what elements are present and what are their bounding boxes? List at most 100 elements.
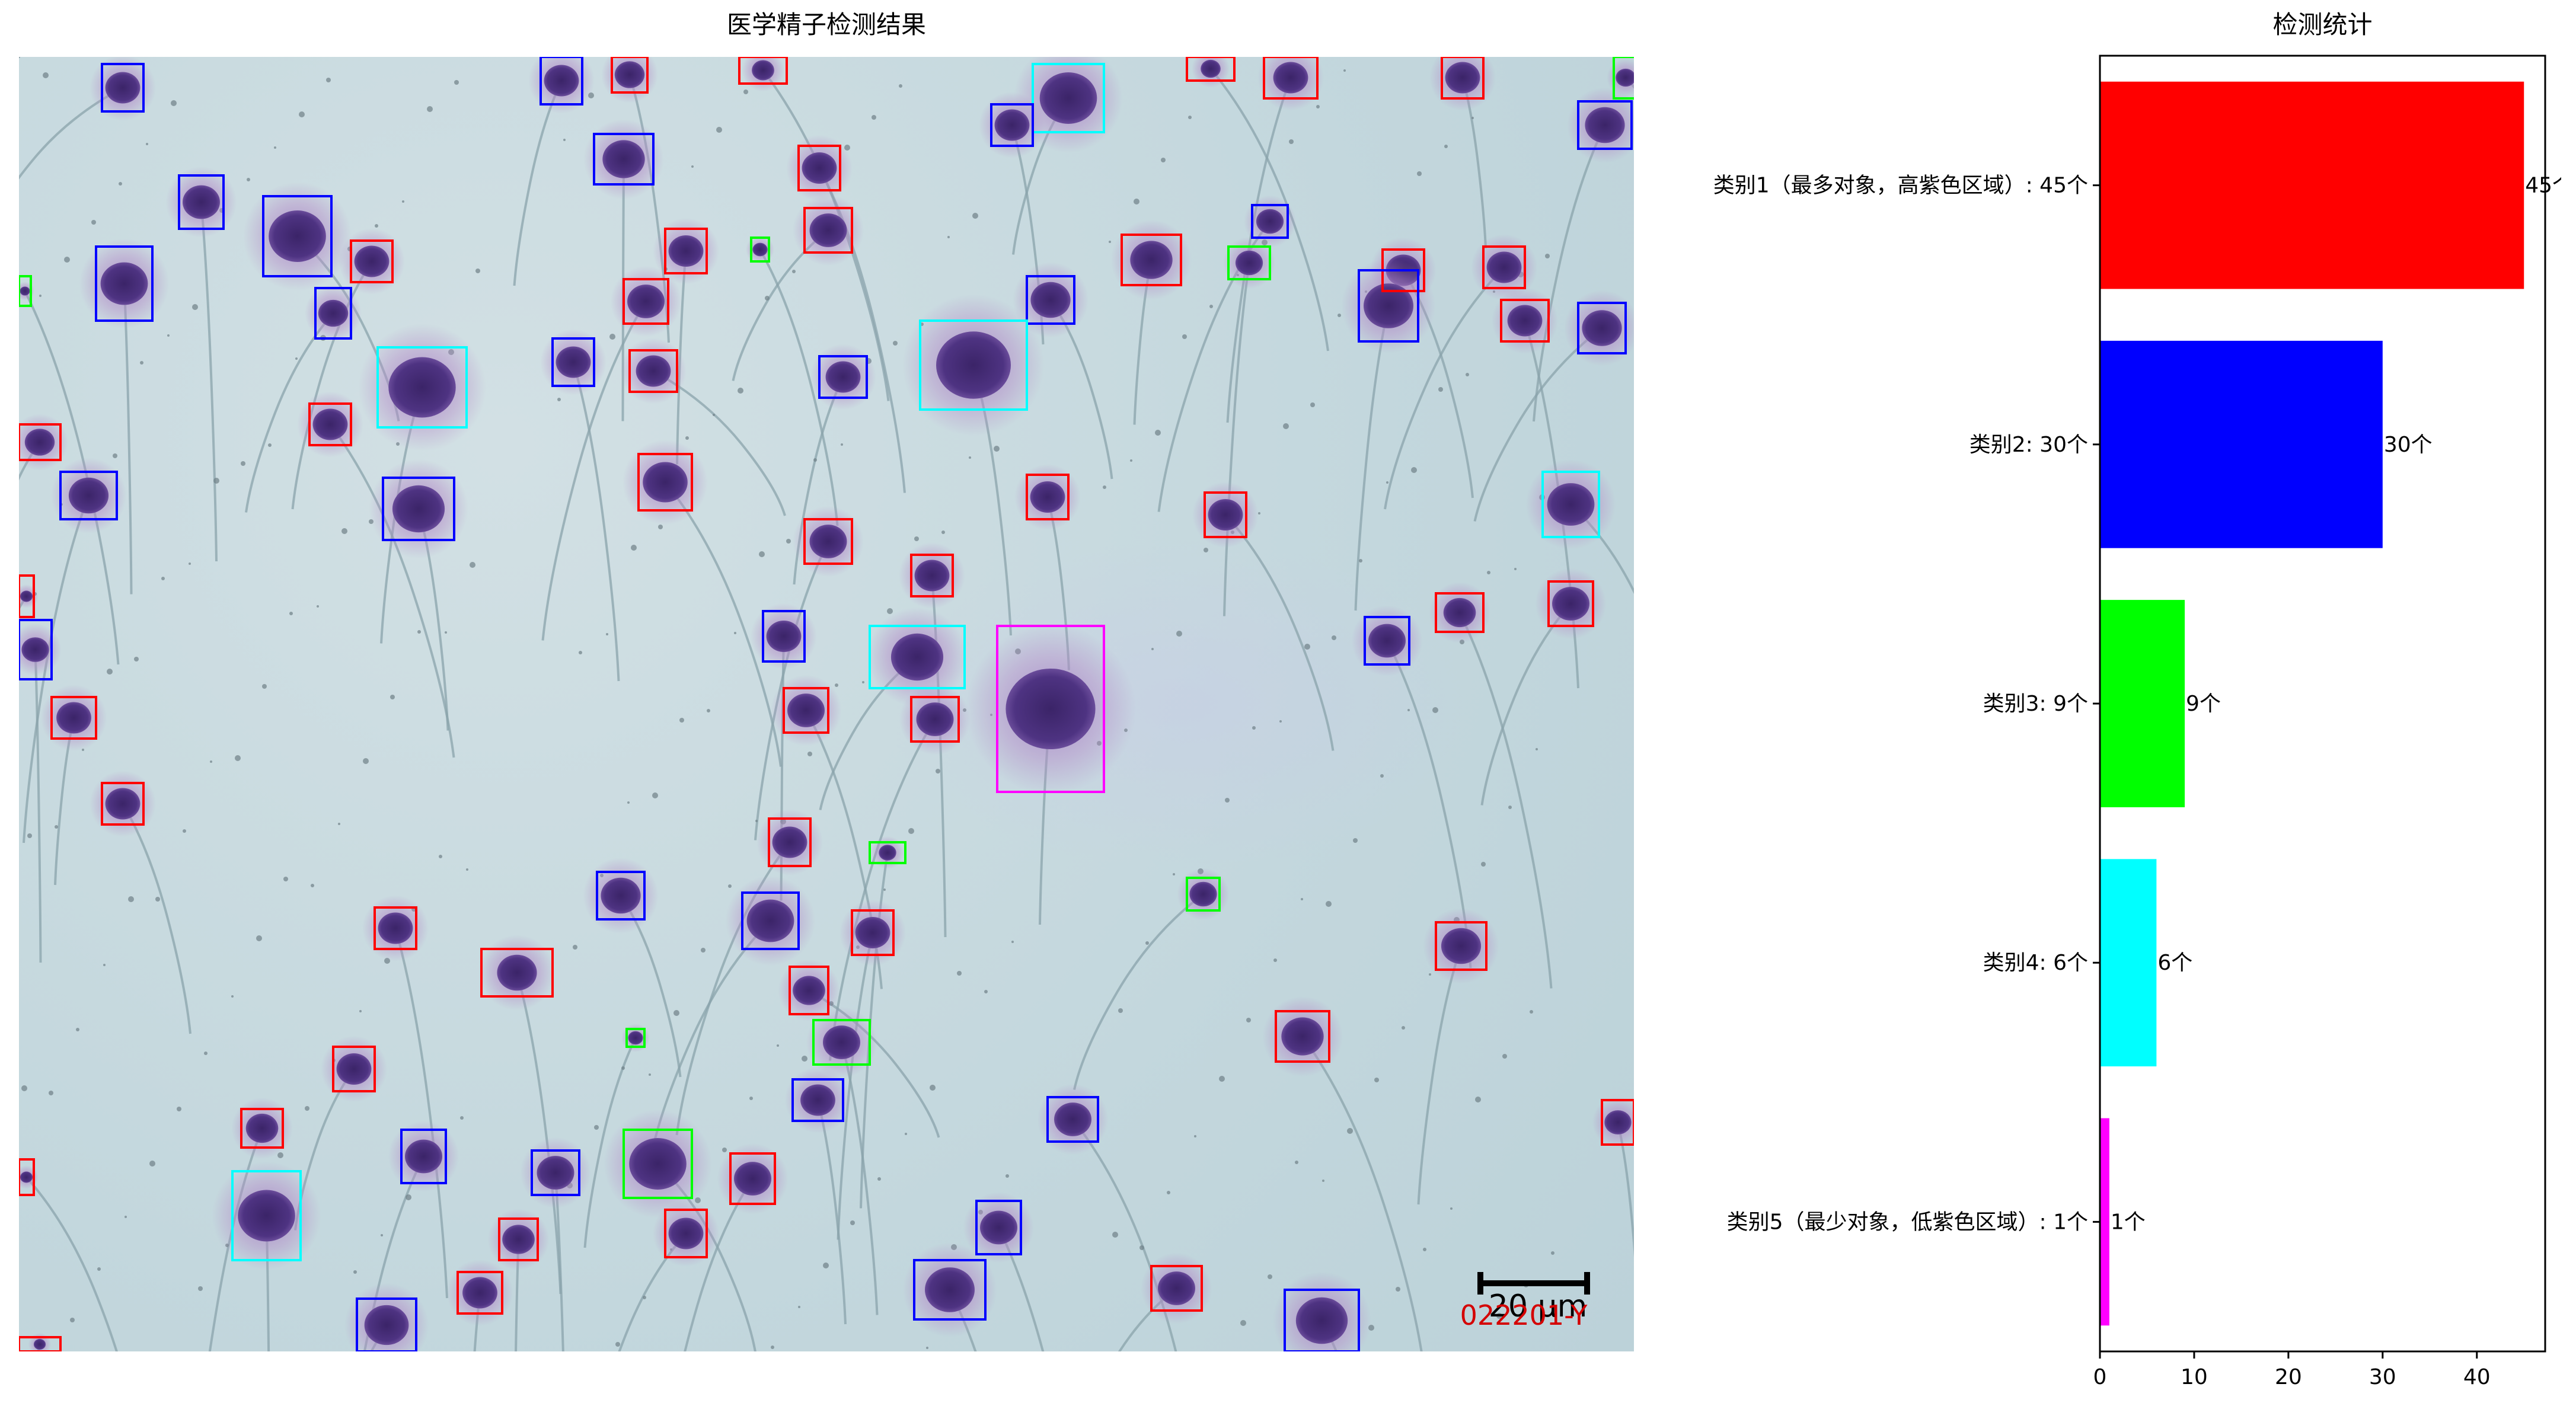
debris-speck <box>926 1347 928 1349</box>
scale-bar <box>1481 1280 1588 1286</box>
debris-speck <box>573 945 577 950</box>
sperm-tail <box>1301 1036 1423 1351</box>
debris-speck <box>295 357 298 360</box>
sperm-tail <box>19 87 123 180</box>
debris-speck <box>1182 334 1187 339</box>
detection-box <box>374 906 417 950</box>
debris-speck <box>1225 798 1230 803</box>
detection-box <box>19 1158 35 1196</box>
value-label: 30个 <box>2384 433 2433 457</box>
debris-speck <box>877 1177 881 1181</box>
detection-box <box>1435 921 1487 971</box>
sperm-head <box>1552 587 1589 621</box>
microscopy-image: 20 µm <box>19 57 1634 1351</box>
sperm-tail <box>816 1100 847 1325</box>
sperm-tail <box>1384 266 1505 510</box>
debris-speck <box>652 792 658 798</box>
debris-speck <box>113 453 117 458</box>
sperm-tail <box>1458 612 1553 989</box>
scale-bar-tick-left <box>1477 1272 1483 1295</box>
sperm-head <box>405 1139 442 1174</box>
sperm-head <box>1547 483 1595 526</box>
debris-speck <box>883 889 886 891</box>
value-label: 1个 <box>2111 1210 2146 1234</box>
detection-box <box>869 625 966 689</box>
detection-box <box>19 619 53 680</box>
sperm-head <box>1039 72 1097 124</box>
debris-speck <box>454 80 459 85</box>
debris-speck <box>204 1052 208 1055</box>
debris-speck <box>39 295 42 297</box>
debris-speck <box>213 478 219 484</box>
debris-speck <box>807 752 812 756</box>
debris-speck <box>606 633 608 635</box>
debris-speck <box>119 182 122 186</box>
debris-speck <box>1444 145 1448 148</box>
detection-box <box>1577 100 1633 150</box>
detection-box <box>803 207 853 254</box>
debris-speck <box>262 684 267 689</box>
debris-speck <box>1466 373 1469 376</box>
detection-box <box>789 966 829 1015</box>
detection-box <box>1441 57 1485 100</box>
value-label: 9个 <box>2186 692 2221 716</box>
debris-speck <box>1188 116 1192 119</box>
debris-speck <box>305 1106 309 1111</box>
scale-bar-label: 20 µm <box>1488 1289 1588 1324</box>
sperm-head <box>1616 68 1634 87</box>
sperm-head <box>312 408 348 440</box>
detection-box <box>1150 1265 1203 1312</box>
sperm-tail <box>759 249 839 526</box>
sperm-head <box>20 590 33 602</box>
sperm-tail <box>837 932 874 1240</box>
debris-speck <box>1161 158 1166 162</box>
debris-speck <box>1209 305 1213 308</box>
debris-speck <box>1316 105 1320 108</box>
debris-speck <box>1118 1008 1123 1013</box>
debris-speck <box>427 106 433 112</box>
sperm-head <box>318 299 349 327</box>
debris-speck <box>738 388 743 394</box>
detection-box <box>101 782 145 826</box>
bar <box>2100 600 2185 807</box>
debris-speck <box>1130 459 1132 462</box>
debris-speck <box>1536 748 1538 750</box>
detection-box <box>540 57 583 106</box>
sperm-head <box>1281 1017 1324 1056</box>
sperm-head <box>602 140 645 178</box>
detection-box <box>308 402 352 446</box>
detection-box <box>791 1078 844 1122</box>
debris-speck <box>1386 481 1388 484</box>
sperm-head <box>823 1025 860 1059</box>
detection-box <box>95 245 154 322</box>
debris-speck <box>289 612 293 615</box>
debris-speck <box>1005 1174 1009 1178</box>
debris-speck <box>417 630 421 634</box>
sperm-tail <box>949 1289 977 1351</box>
detection-box <box>1601 1099 1634 1146</box>
debris-speck <box>1496 1313 1502 1319</box>
detection-box <box>593 133 655 186</box>
sperm-tail <box>684 1178 754 1351</box>
sperm-head <box>20 1171 33 1183</box>
debris-speck <box>691 165 694 168</box>
debris-speck <box>1194 1135 1196 1137</box>
debris-speck <box>466 868 468 871</box>
debris-speck <box>1204 548 1208 552</box>
debris-speck <box>1411 467 1417 473</box>
debris-speck <box>908 828 914 834</box>
debris-speck <box>798 1306 800 1308</box>
debris-speck <box>1273 958 1277 962</box>
debris-speck <box>326 78 331 82</box>
sperm-head <box>766 621 802 652</box>
detection-box <box>623 1129 693 1199</box>
detection-box <box>457 1271 503 1315</box>
debris-speck <box>1176 631 1182 637</box>
sperm-head <box>392 485 445 533</box>
sperm-head <box>668 1217 704 1249</box>
debris-speck <box>734 632 736 634</box>
detection-box <box>231 1170 302 1261</box>
sperm-head <box>793 976 825 1005</box>
debris-speck <box>1326 901 1332 907</box>
